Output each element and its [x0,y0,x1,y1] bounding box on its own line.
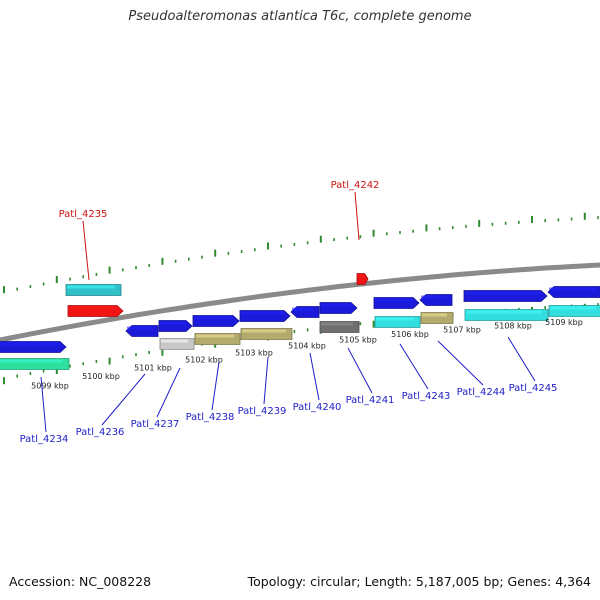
gene-feature-4235-a-highlight [67,285,115,289]
scale-label: 5101 kbp [134,363,172,372]
gene-label: Patl_4234 [20,434,69,445]
gene-feature-4235-highlight [69,306,117,310]
scale-label: 5099 kbp [31,381,69,390]
gene-feature-4244-cds-highlight [422,313,447,317]
scale-label: 5104 kbp [288,341,326,350]
gene-feature-4244 [419,294,453,306]
gene-label: Patl_4238 [186,412,235,423]
gene-feature-4245-cds-b [548,305,600,317]
gene-feature-4243-cds-highlight [376,317,414,321]
gene-feature-4236 [125,325,159,337]
gene-feature-4239-cds [240,328,293,340]
gene-features [0,273,600,370]
label-leader [507,336,536,382]
label-leader [347,347,373,394]
gene-feature-4245-cds-a [464,309,549,321]
gene-feature-4243-cds [374,316,421,328]
gene-label: Patl_4243 [402,391,451,402]
label-leader [309,352,320,401]
scale-label: 5103 kbp [235,348,273,357]
scale-label: 5106 kbp [391,330,429,339]
gene-feature-4238-cds-highlight [196,334,234,338]
gene-feature-4241-cds-highlight [321,322,353,326]
gene-feature-4240-highlight [292,307,313,311]
gene-feature-4245a-highlight [465,291,541,295]
gene-feature-4245-cds-b-highlight [550,306,596,310]
label-leader [354,191,360,241]
gene-feature-4237-cds [159,338,195,350]
label-leader [399,343,429,390]
genome-backbone [0,262,600,343]
gene-feature-4245b-highlight [549,287,596,291]
gene-label: Patl_4237 [131,419,180,430]
gene-feature-4234-rna [0,358,70,370]
gene-feature-4241 [319,302,358,314]
label-leader [211,361,220,411]
gene-feature-4238-cds [194,333,241,345]
gene-feature-4240 [290,306,320,318]
gene-feature-4243-highlight [375,298,413,302]
gene-label: Patl_4239 [238,406,287,417]
label-leader [437,340,484,386]
gene-feature-4235 [67,305,124,317]
gene-feature-4242-highlight [358,274,365,278]
gene-label: Patl_4236 [76,427,125,438]
gene-feature-4242 [356,273,369,285]
gene-label: Patl_4235 [59,209,108,220]
scale-label: 5109 kbp [545,318,583,327]
gene-feature-4239-cds-highlight [242,329,286,333]
label-leader [263,356,269,405]
topology-text: Topology: circular; Length: 5,187,005 bp… [247,574,591,589]
gene-feature-4237 [158,320,193,332]
gene-feature-4243 [373,297,420,309]
map-title: Pseudoalteromonas atlantica T6c, complet… [128,9,472,24]
gene-label: Patl_4241 [346,395,395,406]
scale-label: 5105 kbp [339,335,377,344]
gene-feature-4245a [463,290,548,302]
label-leader [82,220,90,281]
gene-feature-4239-highlight [241,311,284,315]
gene-feature-4239 [239,310,291,322]
gene-feature-4244-cds [420,312,454,324]
gene-feature-4234-highlight [0,342,60,346]
gene-label: Patl_4244 [457,387,506,398]
gene-label: Patl_4240 [293,402,342,413]
accession-text: Accession: NC_008228 [9,574,152,589]
label-leader [156,367,181,418]
gene-feature-4238 [192,315,240,327]
gene-feature-4237-highlight [160,321,186,325]
gene-feature-4245-cds-a-highlight [466,310,542,314]
scale-label: 5102 kbp [185,355,223,364]
outer-tick-track [3,212,599,294]
label-leaders [40,191,536,433]
gene-feature-4245b [547,286,600,298]
gene-feature-4244-highlight [421,295,446,299]
gene-label: Patl_4245 [509,383,558,394]
gene-feature-4237-cds-highlight [161,339,188,343]
gene-feature-4234 [0,341,67,353]
scale-label: 5100 kbp [82,372,120,381]
gene-feature-4238-highlight [194,316,233,320]
gene-feature-4234-rna-highlight [0,359,63,363]
scale-label: 5108 kbp [494,321,532,330]
gene-labels: Patl_4234 Patl_4235 Patl_4236 Patl_4237 Patl… [20,180,558,445]
label-leader [40,376,47,433]
gene-feature-4241-cds [319,321,360,333]
kbp-scale: 5099 kbp 5100 kbp 5101 kbp 5102 kbp 5103 kbp… [31,318,583,390]
gene-label: Patl_4242 [331,180,380,191]
gene-feature-4235-a [65,284,122,296]
gene-feature-4241-highlight [321,303,351,307]
label-leader [101,373,146,426]
scale-label: 5107 kbp [443,325,481,334]
gene-feature-4236-highlight [127,326,152,330]
